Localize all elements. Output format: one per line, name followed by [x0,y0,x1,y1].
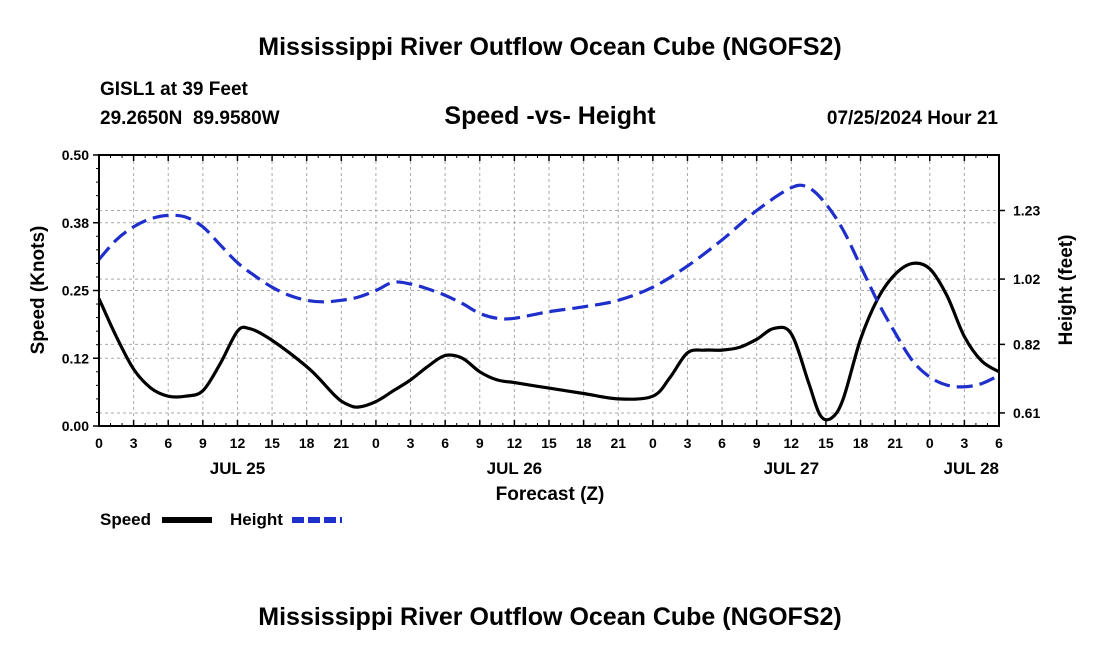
y-tick-label: 0.12 [62,350,89,366]
y-axis-left: 0.00 0.12 0.25 0.38 0.50 [62,147,99,434]
x-tick-label: 9 [199,435,207,451]
location-label: 29.2650N 89.9580W [100,108,280,129]
x-tick-label: 0 [372,435,380,451]
y-tick-label: 0.38 [62,215,89,231]
x-tick-label: 6 [164,435,172,451]
x-tick-label: 0 [926,435,934,451]
x-axis-label: Forecast (Z) [496,484,605,505]
x-tick-label: 0 [649,435,657,451]
y-tick-label: 0.50 [62,147,89,163]
x-tick-label: 18 [299,435,315,451]
x-tick-label: 12 [230,435,246,451]
x-tick-label: 0 [95,435,103,451]
date-labels: JUL 25 JUL 26 JUL 27 JUL 28 [210,459,999,478]
x-tick-label: 6 [718,435,726,451]
x-axis: 0 3 6 9 12 15 18 21 0 3 6 9 12 15 18 21 0 3 6 9 12 15 18 21 0 3 6 [95,155,1003,451]
date-label: JUL 27 [764,459,819,478]
x-tick-label: 6 [441,435,449,451]
legend-speed-label: Speed [100,510,151,529]
series-layer [97,183,1000,422]
y-tick-label: 0.00 [62,418,89,434]
series-line-speed [97,261,1000,422]
x-tick-label: 3 [684,435,692,451]
footer-title: Mississippi River Outflow Ocean Cube (NG… [258,603,841,631]
chart-subtitle: Speed -vs- Height [444,102,656,130]
x-tick-label: 6 [995,435,1003,451]
x-tick-label: 3 [130,435,138,451]
x-tick-label: 15 [818,435,834,451]
x-tick-label: 21 [610,435,626,451]
x-tick-label: 3 [407,435,415,451]
x-tick-label: 15 [541,435,557,451]
date-label: JUL 25 [210,459,265,478]
y2-tick-label: 0.82 [1013,336,1040,352]
x-tick-label: 21 [334,435,350,451]
x-tick-label: 9 [476,435,484,451]
y-tick-label: 0.25 [62,283,89,299]
timestamp-label: 07/25/2024 Hour 21 [827,108,999,129]
chart-title: Mississippi River Outflow Ocean Cube (NG… [258,33,841,61]
x-tick-label: 12 [507,435,523,451]
x-tick-label: 18 [853,435,869,451]
x-tick-label: 3 [960,435,968,451]
station-label: GISL1 at 39 Feet [100,79,249,100]
y-axis-right: 0.61 0.82 1.02 1.23 [999,203,1040,421]
x-tick-label: 18 [576,435,592,451]
y-axis-label: Speed (Knots) [28,226,49,355]
date-label: JUL 26 [487,459,542,478]
legend: Speed Height [100,510,342,529]
x-tick-label: 9 [753,435,761,451]
grid [99,155,999,426]
x-tick-label: 21 [887,435,903,451]
date-label: JUL 28 [944,459,999,478]
series-line-height [97,183,1000,389]
y2-axis-label: Height (feet) [1056,235,1077,346]
legend-height-label: Height [230,510,283,529]
y2-tick-label: 1.02 [1013,271,1040,287]
y2-tick-label: 1.23 [1013,203,1040,219]
x-tick-label: 12 [784,435,800,451]
y2-tick-label: 0.61 [1013,405,1040,421]
x-tick-label: 15 [264,435,280,451]
